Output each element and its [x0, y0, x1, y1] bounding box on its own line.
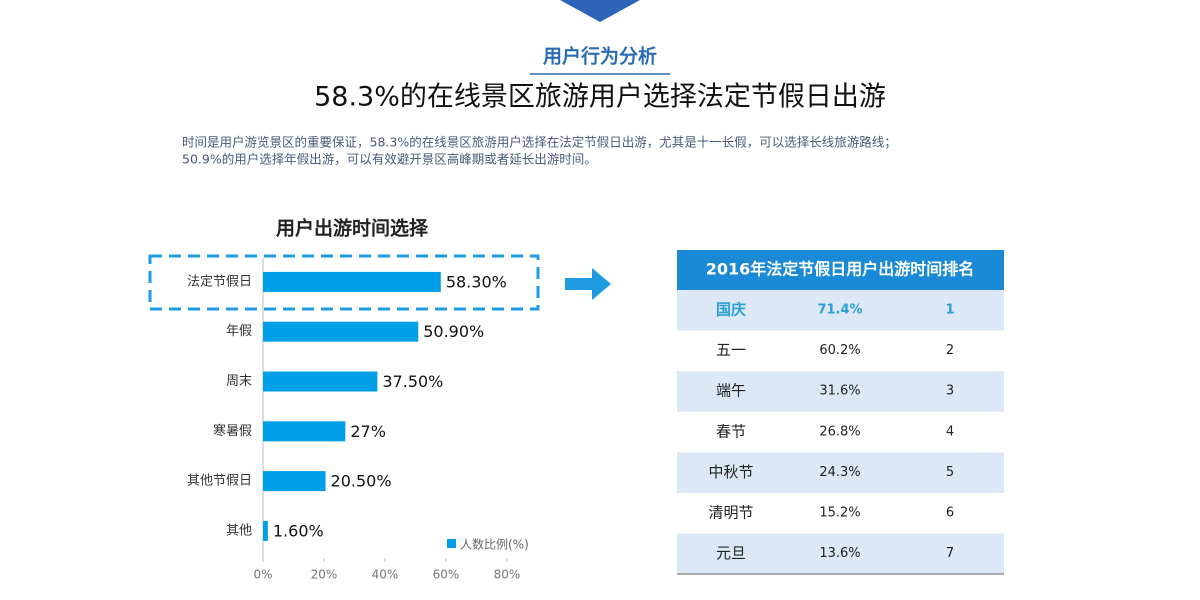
table-cell: 26.8% [819, 424, 860, 439]
x-tick-label: 20% [311, 568, 338, 582]
table-cell: 春节 [716, 422, 746, 440]
x-tick-label: 40% [372, 568, 399, 582]
table-row [677, 330, 1004, 372]
y-tick-label: 寒暑假 [213, 423, 252, 439]
description-line: 50.9%的用户选择年假出游，可以有效避开景区高峰期或者延长出游时间。 [182, 152, 597, 167]
table-cell: 7 [946, 546, 954, 561]
y-tick-label: 其他节假日 [187, 474, 252, 489]
value-label: 20.50% [331, 472, 392, 491]
table-row [677, 411, 1004, 453]
table-row [677, 290, 1004, 331]
table-row [677, 452, 1004, 493]
arrow [565, 268, 611, 300]
table-header [677, 250, 1004, 290]
value-label: 27% [350, 422, 386, 441]
table-cell: 元旦 [716, 544, 746, 562]
table-row [677, 493, 1004, 534]
table-cell: 1 [945, 303, 954, 318]
y-tick-label: 年假 [226, 324, 252, 339]
y-tick-label: 法定节假日 [187, 274, 252, 289]
table-cell: 国庆 [716, 301, 746, 319]
legend-label: 人数比例(%) [460, 537, 529, 552]
table-cell: 13.6% [819, 546, 860, 561]
table-cell: 清明节 [708, 504, 753, 522]
value-label: 58.30% [446, 272, 507, 291]
bar [263, 321, 419, 342]
x-tick-label: 80% [494, 568, 521, 582]
table-cell: 6 [946, 506, 954, 521]
value-label: 37.50% [382, 372, 443, 391]
table-cell: 15.2% [819, 506, 860, 521]
table-cell: 3 [946, 384, 954, 399]
value-label: 50.90% [423, 322, 484, 341]
legend-swatch [447, 539, 456, 548]
x-tick-label: 60% [433, 568, 460, 582]
bar [263, 471, 326, 492]
table-cell: 5 [946, 465, 954, 480]
table-cell: 31.6% [819, 384, 860, 399]
table-cell: 中秋节 [708, 463, 753, 481]
description-line: 时间是用户游览景区的重要保证，58.3%的在线景区旅游用户选择在法定节假日出游，… [182, 135, 897, 150]
table-cell: 2 [946, 343, 954, 358]
bar [263, 520, 268, 541]
bar [263, 421, 346, 442]
table-row [677, 533, 1004, 575]
table-cell: 五一 [716, 341, 746, 359]
y-tick-label: 周末 [226, 374, 252, 389]
table-title: 2016年法定节假日用户出游时间排名 [706, 260, 975, 279]
headline: 58.3%的在线景区旅游用户选择法定节假日出游 [314, 82, 886, 113]
table-cell: 4 [946, 424, 954, 439]
chart-title: 用户出游时间选择 [276, 217, 429, 240]
section-title: 用户行为分析 [543, 45, 657, 68]
y-tick-label: 其他 [226, 523, 252, 538]
highlight-box [148, 254, 540, 311]
table-row [677, 371, 1004, 412]
top-marker [560, 0, 640, 22]
table-cell: 60.2% [819, 343, 860, 358]
x-tick-label: 0% [253, 568, 272, 582]
bar [263, 271, 441, 292]
bar [263, 371, 378, 392]
value-label: 1.60% [273, 521, 324, 540]
table-cell: 24.3% [819, 465, 860, 480]
table-cell: 端午 [716, 382, 746, 400]
table-cell: 71.4% [817, 303, 862, 318]
